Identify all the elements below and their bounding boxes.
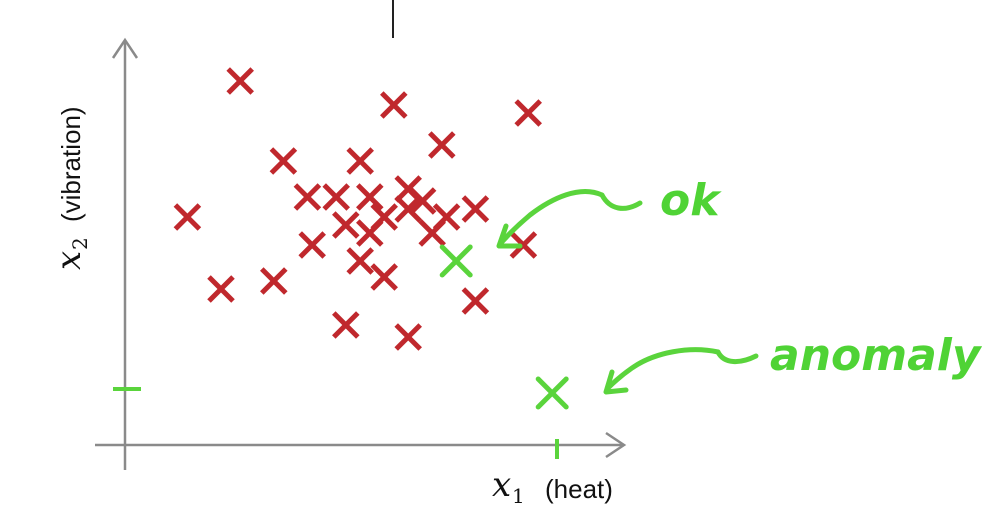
normal-point-27-stroke-b <box>394 323 422 351</box>
y-axis-label: x 2 (vibration) <box>49 106 92 270</box>
normal-point-25-stroke-b <box>461 287 490 315</box>
normal-point-3-stroke-b <box>269 147 298 175</box>
normal-point-11 <box>394 195 422 223</box>
normal-point-20 <box>509 231 538 259</box>
normal-point-13 <box>332 211 360 239</box>
normal-point-19-stroke-b <box>418 219 446 247</box>
normal-point-20-stroke-b <box>509 231 538 259</box>
normal-point-21 <box>346 247 374 275</box>
normal-points <box>173 67 542 351</box>
normal-point-10 <box>408 187 437 215</box>
normal-point-19 <box>418 219 446 247</box>
anomaly-arrowhead <box>603 369 629 395</box>
normal-point-17 <box>356 219 384 247</box>
normal-point-5-stroke-b <box>428 131 456 159</box>
x-axis-arrowhead <box>605 431 627 459</box>
normal-point-4-stroke-b <box>346 147 374 175</box>
normal-point-18-stroke-b <box>298 231 326 259</box>
y-axis-label-sub: 2 <box>68 237 92 250</box>
normal-point-16-stroke-b <box>461 195 490 223</box>
normal-point-12-stroke-b <box>173 203 202 231</box>
normal-point-10-stroke-b <box>408 187 437 215</box>
normal-point-11-stroke-b <box>394 195 422 223</box>
normal-point-23-stroke-b <box>260 267 288 295</box>
test-point-0-stroke-b <box>439 244 473 278</box>
annotation-anomaly: anomaly <box>770 330 983 381</box>
ok-arrow <box>497 189 605 247</box>
normal-point-6 <box>293 183 322 211</box>
normal-point-1 <box>380 91 408 119</box>
normal-point-25 <box>461 287 490 315</box>
y-axis-arrowhead <box>111 37 139 59</box>
axes <box>95 37 627 470</box>
normal-point-9-stroke-b <box>394 175 422 203</box>
normal-point-0-stroke-b <box>226 67 254 95</box>
normal-point-4 <box>346 147 374 175</box>
normal-point-16 <box>461 195 490 223</box>
ok-arrowhead <box>496 223 523 249</box>
normal-point-8 <box>356 183 384 211</box>
normal-point-2 <box>514 99 542 127</box>
x-axis-label-var: x <box>492 465 511 505</box>
y-axis-label-word: (vibration) <box>56 106 86 222</box>
anomaly-arrow-squiggle <box>715 349 759 364</box>
normal-point-18 <box>298 231 326 259</box>
normal-point-12 <box>173 203 202 231</box>
y-axis-label-var: x <box>49 251 89 270</box>
normal-point-5 <box>428 131 456 159</box>
test-point-1-stroke-b <box>535 376 569 410</box>
normal-point-1-stroke-b <box>380 91 408 119</box>
normal-point-24-stroke-b <box>370 263 398 291</box>
normal-point-3 <box>269 147 298 175</box>
normal-point-23 <box>260 267 288 295</box>
annotation-ok: ok <box>660 175 722 226</box>
normal-point-26 <box>332 311 360 339</box>
normal-point-0 <box>226 67 254 95</box>
normal-point-22 <box>207 275 235 303</box>
x-axis-label: x 1 (heat) <box>492 465 613 508</box>
axis-tick-marks <box>113 387 559 459</box>
x-axis-label-sub: 1 <box>512 484 525 508</box>
normal-point-17-stroke-b <box>356 219 384 247</box>
normal-point-7-stroke-b <box>322 183 350 211</box>
anomaly-arrow <box>605 347 721 391</box>
normal-point-13-stroke-b <box>332 211 360 239</box>
normal-point-6-stroke-b <box>293 183 322 211</box>
test-points <box>439 244 569 410</box>
normal-point-27 <box>394 323 422 351</box>
normal-point-26-stroke-b <box>332 311 360 339</box>
annotation-arrows <box>496 189 759 395</box>
normal-point-7 <box>322 183 350 211</box>
test-point-0 <box>439 244 473 278</box>
ok-arrow-squiggle <box>599 192 643 211</box>
x-axis-label-word: (heat) <box>545 474 613 504</box>
normal-point-2-stroke-b <box>514 99 542 127</box>
normal-point-24 <box>370 263 398 291</box>
normal-point-22-stroke-b <box>207 275 235 303</box>
test-point-1 <box>535 376 569 410</box>
normal-point-8-stroke-b <box>356 183 384 211</box>
normal-point-21-stroke-b <box>346 247 374 275</box>
